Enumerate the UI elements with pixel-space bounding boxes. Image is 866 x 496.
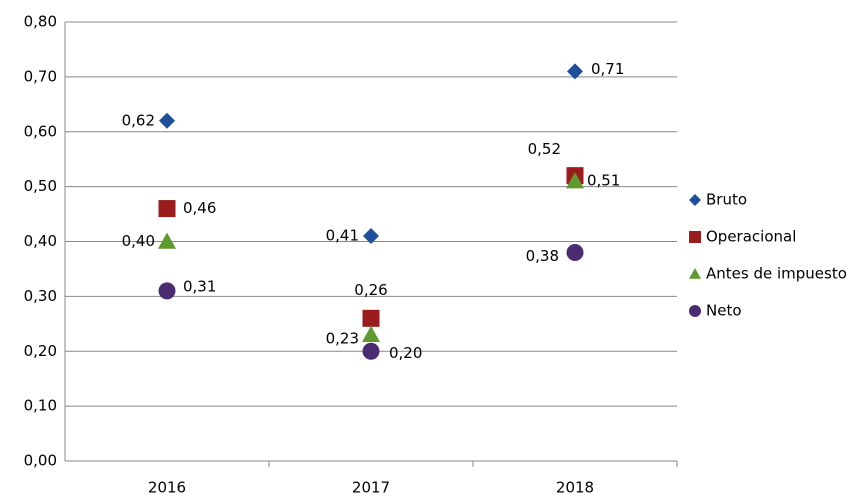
data-label: 0,38 (526, 247, 559, 265)
data-point (158, 232, 176, 249)
data-label: 0,46 (183, 199, 216, 217)
y-tick-label: 0,10 (24, 397, 57, 415)
data-label: 0,40 (122, 232, 155, 250)
legend-marker (689, 268, 701, 279)
legend-label: Neto (706, 302, 742, 320)
data-label: 0,41 (326, 227, 359, 245)
legend-marker (689, 231, 701, 243)
data-point (566, 243, 584, 261)
data-point (566, 172, 584, 189)
y-tick-label: 0,40 (24, 232, 57, 250)
x-tick-label: 2016 (148, 479, 186, 496)
data-label: 0,23 (326, 329, 359, 347)
legend-label: Bruto (706, 191, 747, 209)
data-point (363, 228, 379, 245)
legend-marker (689, 194, 701, 206)
data-point (158, 282, 176, 300)
y-tick-label: 0,00 (24, 452, 57, 470)
x-tick-label: 2018 (556, 479, 594, 496)
data-label: 0,51 (587, 172, 620, 190)
data-label: 0,71 (591, 60, 624, 78)
y-tick-label: 0,80 (24, 13, 57, 31)
data-point (362, 309, 380, 327)
data-label: 0,20 (389, 344, 422, 362)
y-tick-label: 0,30 (24, 287, 57, 305)
legend-label: Antes de impuesto (706, 265, 847, 283)
y-tick-label: 0,50 (24, 177, 57, 195)
x-tick-label: 2017 (352, 479, 390, 496)
data-label: 0,62 (122, 111, 155, 129)
data-label: 0,26 (354, 281, 387, 299)
data-point (567, 63, 583, 80)
data-label: 0,31 (183, 277, 216, 295)
legend-marker (689, 305, 701, 317)
legend-label: Operacional (706, 228, 796, 246)
data-point (159, 112, 175, 129)
data-label: 0,52 (528, 140, 561, 158)
data-point (362, 325, 380, 342)
data-point (362, 342, 380, 360)
y-tick-label: 0,60 (24, 122, 57, 140)
data-point (158, 200, 176, 218)
y-tick-label: 0,70 (24, 67, 57, 85)
y-tick-label: 0,20 (24, 342, 57, 360)
